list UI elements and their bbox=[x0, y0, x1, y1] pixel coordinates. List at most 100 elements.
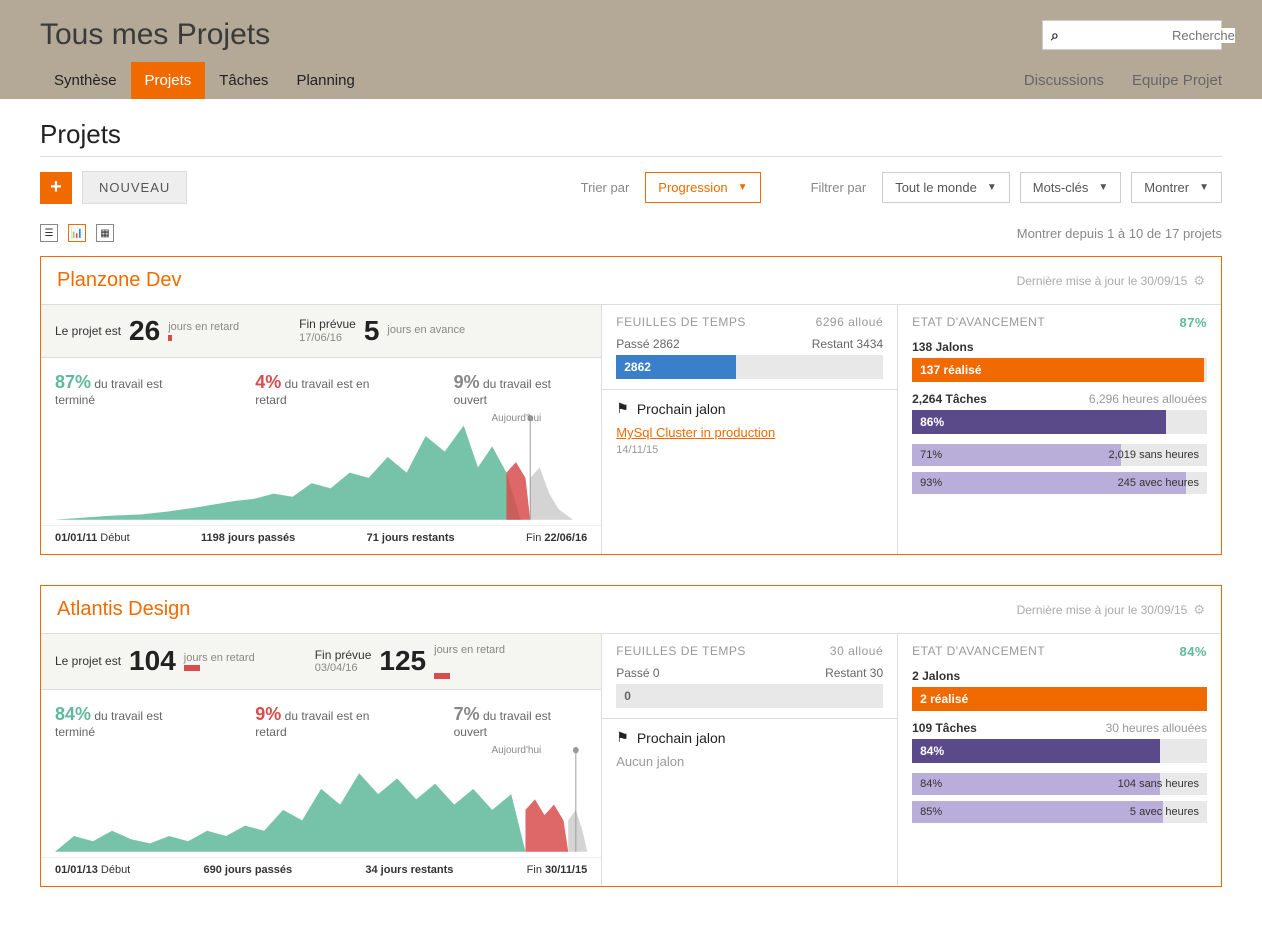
status-label: Le projet est bbox=[55, 324, 121, 338]
tab-synthese[interactable]: Synthèse bbox=[40, 62, 131, 99]
bar-pct: 84% bbox=[920, 778, 942, 790]
flag-icon: ⚑ bbox=[616, 729, 629, 746]
forecast-date: 17/06/16 bbox=[299, 332, 356, 345]
advance-text: jours en retard bbox=[434, 644, 505, 657]
section-title: Projets bbox=[40, 119, 1222, 157]
jalons-label: 138 Jalons bbox=[912, 340, 973, 354]
new-button[interactable]: NOUVEAU bbox=[82, 171, 187, 204]
milestone-none: Aucun jalon bbox=[616, 754, 883, 769]
timesheet-remain: Restant 30 bbox=[825, 666, 883, 680]
pager-text: Montrer depuis 1 à 10 de 17 projets bbox=[1017, 226, 1222, 241]
filter-tags-dropdown[interactable]: Mots-clés ▼ bbox=[1020, 172, 1122, 203]
tab-planning[interactable]: Planning bbox=[282, 62, 368, 99]
milestone-link[interactable]: MySql Cluster in production bbox=[616, 425, 883, 440]
taches-label: 2,264 Tâches bbox=[912, 392, 987, 406]
timesheet-spent: Passé 0 bbox=[616, 666, 659, 680]
search-box[interactable]: ⌕ bbox=[1042, 20, 1222, 50]
tab-taches[interactable]: Tâches bbox=[205, 62, 282, 99]
pct-done: 84% bbox=[55, 704, 91, 724]
view-switcher: ☰ 📊 ▦ bbox=[40, 224, 114, 242]
etat-pct: 84% bbox=[1179, 644, 1207, 659]
gear-icon[interactable]: ⚙ bbox=[1193, 602, 1205, 618]
sort-value: Progression bbox=[658, 180, 727, 195]
timesheet-spent: Passé 2862 bbox=[616, 337, 679, 351]
progress-bar: 84% 104 sans heures bbox=[912, 773, 1207, 795]
filter-show-dropdown[interactable]: Montrer ▼ bbox=[1131, 172, 1222, 203]
status-label: Le projet est bbox=[55, 654, 121, 668]
milestone-title: Prochain jalon bbox=[637, 401, 726, 417]
pct-done: 87% bbox=[55, 372, 91, 392]
progress-bar: 93% 245 avec heures bbox=[912, 472, 1207, 494]
taches-bar: 84% bbox=[912, 739, 1207, 763]
pct-late: 4% bbox=[255, 372, 281, 392]
view-list-icon[interactable]: ☰ bbox=[40, 224, 58, 242]
timesheet-remain: Restant 3434 bbox=[812, 337, 883, 351]
taches-sub: 6,296 heures allouées bbox=[1089, 392, 1207, 406]
flag-icon: ⚑ bbox=[616, 400, 629, 417]
nav-discussions[interactable]: Discussions bbox=[1024, 72, 1104, 89]
header: Tous mes Projets ⌕ Synthèse Projets Tâch… bbox=[0, 0, 1262, 99]
progress-bar: 85%5 avec heures bbox=[912, 801, 1207, 823]
timesheet-title: FEUILLES DE TEMPS bbox=[616, 644, 746, 658]
gear-icon[interactable]: ⚙ bbox=[1193, 273, 1205, 289]
bar-label: 104 sans heures bbox=[1118, 778, 1199, 790]
days-advance: 125 bbox=[379, 645, 426, 677]
nav-tabs: Synthèse Projets Tâches Planning bbox=[40, 62, 369, 99]
project-card: Atlantis Design Dernière mise à jour le … bbox=[40, 585, 1222, 887]
timesheet-alloc: 30 alloué bbox=[830, 644, 883, 658]
bar-label: 2,019 sans heures bbox=[1108, 449, 1199, 461]
tab-projets[interactable]: Projets bbox=[131, 62, 206, 99]
update-text: Dernière mise à jour le 30/09/15 ⚙ bbox=[1017, 273, 1205, 289]
today-label: Aujourd'hui bbox=[492, 413, 542, 424]
search-input[interactable] bbox=[1059, 28, 1235, 43]
timesheet-alloc: 6296 alloué bbox=[816, 315, 884, 329]
filter-tags-value: Mots-clés bbox=[1033, 180, 1089, 195]
bar-pct: 85% bbox=[920, 806, 942, 818]
caret-down-icon: ▼ bbox=[1199, 182, 1209, 193]
today-label: Aujourd'hui bbox=[492, 745, 542, 756]
caret-down-icon: ▼ bbox=[1098, 182, 1108, 193]
sort-label: Trier par bbox=[581, 180, 630, 195]
view-grid-icon[interactable]: ▦ bbox=[96, 224, 114, 242]
sort-dropdown[interactable]: Progression ▼ bbox=[645, 172, 760, 203]
jalons-bar: 137 réalisé bbox=[912, 358, 1207, 382]
etat-title: ETAT D'AVANCEMENT bbox=[912, 644, 1045, 659]
late-text: jours en retard bbox=[184, 652, 255, 665]
advance-text: jours en avance bbox=[387, 324, 465, 337]
pct-open: 9% bbox=[454, 372, 480, 392]
filter-show-value: Montrer bbox=[1144, 180, 1189, 195]
filter-people-dropdown[interactable]: Tout le monde ▼ bbox=[882, 172, 1010, 203]
etat-title: ETAT D'AVANCEMENT bbox=[912, 315, 1045, 330]
burndown-chart: Aujourd'hui bbox=[41, 747, 601, 857]
burndown-chart: Aujourd'hui bbox=[41, 415, 601, 525]
nav-equipe[interactable]: Equipe Projet bbox=[1132, 72, 1222, 89]
project-card: Planzone Dev Dernière mise à jour le 30/… bbox=[40, 256, 1222, 555]
page-title: Tous mes Projets bbox=[40, 18, 270, 52]
update-text: Dernière mise à jour le 30/09/15 ⚙ bbox=[1017, 602, 1205, 618]
progress-bar: 71% 2,019 sans heures bbox=[912, 444, 1207, 466]
add-button[interactable]: + bbox=[40, 172, 72, 204]
days-late: 26 bbox=[129, 315, 160, 347]
forecast-label: Fin prévue bbox=[315, 648, 372, 662]
project-name[interactable]: Atlantis Design bbox=[57, 598, 190, 621]
late-text: jours en retard bbox=[168, 321, 239, 334]
bar-label: 245 avec heures bbox=[1118, 477, 1199, 489]
project-name[interactable]: Planzone Dev bbox=[57, 269, 182, 292]
timeline: 01/01/11 Début 1198 jours passés 71 jour… bbox=[41, 525, 601, 554]
etat-pct: 87% bbox=[1179, 315, 1207, 330]
taches-sub: 30 heures allouées bbox=[1106, 721, 1207, 735]
forecast-label: Fin prévue bbox=[299, 317, 356, 331]
search-icon: ⌕ bbox=[1051, 27, 1059, 44]
timesheet-bar: 0 bbox=[616, 684, 883, 708]
view-chart-icon[interactable]: 📊 bbox=[68, 224, 86, 242]
pct-late: 9% bbox=[255, 704, 281, 724]
pct-open: 7% bbox=[454, 704, 480, 724]
milestone-title: Prochain jalon bbox=[637, 730, 726, 746]
taches-bar: 86% bbox=[912, 410, 1207, 434]
taches-label: 109 Tâches bbox=[912, 721, 977, 735]
bar-pct: 93% bbox=[920, 477, 942, 489]
caret-down-icon: ▼ bbox=[738, 182, 748, 193]
filter-people-value: Tout le monde bbox=[895, 180, 977, 195]
bar-pct: 71% bbox=[920, 449, 942, 461]
filter-label: Filtrer par bbox=[811, 180, 867, 195]
